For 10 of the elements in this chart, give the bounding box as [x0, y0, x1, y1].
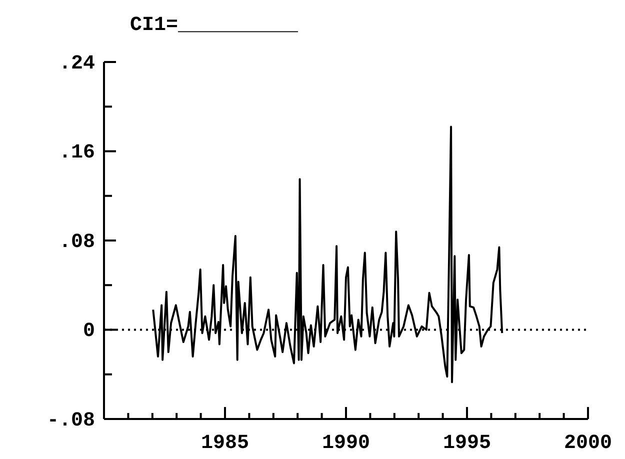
x-tick-label: 1985	[200, 432, 250, 455]
y-tick-label: -.08	[46, 409, 95, 432]
y-tick-label: .08	[58, 230, 95, 254]
y-tick-label: .16	[58, 142, 95, 165]
x-tick-label: 1995	[442, 432, 492, 455]
chart-title: CI1=__________	[130, 14, 300, 37]
y-tick-label: .24	[58, 52, 95, 76]
x-tick-label: 2000	[564, 432, 612, 455]
x-tick-label: 1990	[322, 432, 370, 455]
y-tick-label: 0	[82, 320, 95, 344]
